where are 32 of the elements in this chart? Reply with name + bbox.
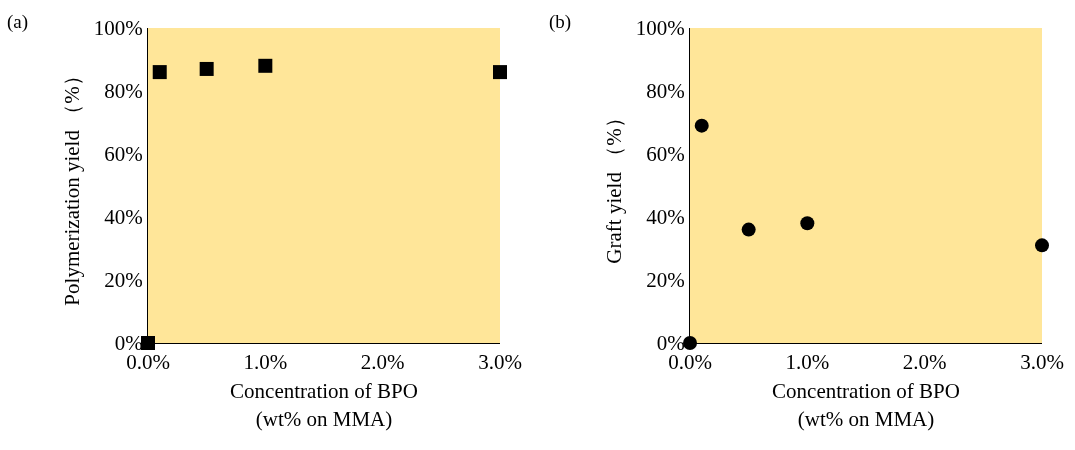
point [258, 58, 273, 73]
y-tick-label: 100% [635, 16, 685, 41]
x-axis-title: Concentration of BPO (wt% on MMA) [772, 379, 960, 431]
y-tick-label: 80% [646, 79, 685, 104]
point [493, 65, 507, 80]
point [199, 61, 214, 76]
point [683, 336, 697, 350]
y-axis-title: Graft yield （%） [601, 107, 626, 264]
y-tick-label: 20% [646, 268, 685, 293]
y-tick-label: 60% [104, 142, 143, 167]
x-axis-title: Concentration of BPO (wt% on MMA) [230, 379, 418, 431]
point [741, 222, 756, 237]
x-tick-label: 2.0% [902, 350, 947, 375]
x-tick-label: 1.0% [243, 350, 288, 375]
x-tick-label: 3.0% [1020, 350, 1064, 375]
x-tick-label: 2.0% [360, 350, 405, 375]
text: (b) [549, 11, 572, 33]
y-tick-label: 20% [104, 268, 143, 293]
x-tick-label: 1.0% [785, 350, 830, 375]
y-tick-label: 60% [646, 142, 685, 167]
point [141, 336, 155, 350]
text: (a) [7, 11, 29, 33]
point [694, 118, 709, 133]
point [800, 216, 815, 231]
point [152, 65, 167, 80]
y-tick-label: 40% [646, 205, 685, 230]
y-axis-title: Polymerization yield （%） [59, 65, 84, 306]
y-tick-label: 100% [93, 16, 143, 41]
y-tick-label: 40% [104, 205, 143, 230]
y-tick-label: 80% [104, 79, 143, 104]
x-tick-label: 3.0% [478, 350, 522, 375]
point [1035, 238, 1049, 253]
